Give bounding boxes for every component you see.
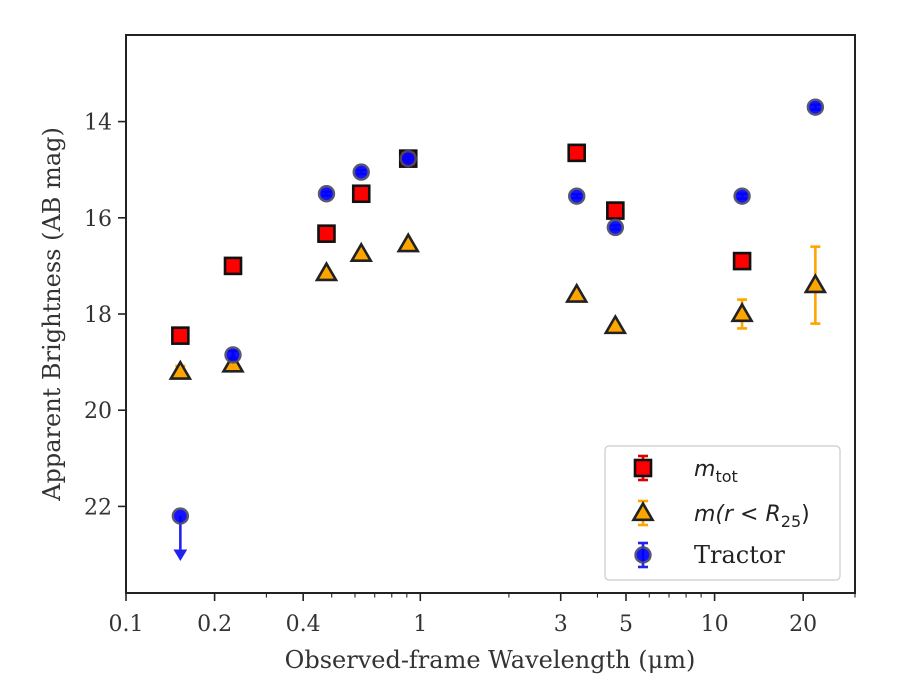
- axis-ticks: 0.1 0.2 0.4 1 3 5 10 20 14 16 18 20 22: [84, 111, 856, 637]
- data-point-tractor: [399, 149, 417, 168]
- data-point-mtot: [223, 256, 243, 276]
- data-point-tractor: [317, 185, 336, 203]
- data-point-mr25: [349, 241, 374, 263]
- upper-limit-arrow: [173, 549, 188, 562]
- data-point-mr25: [803, 273, 828, 294]
- y-tick-label: 16: [84, 207, 112, 232]
- data-point-tractor: [224, 346, 242, 364]
- y-tick-label: 14: [84, 111, 112, 136]
- legend-entry-mtot: mtot: [633, 454, 738, 486]
- y-tick-label: 20: [84, 399, 112, 424]
- series-tractor: [171, 98, 825, 562]
- legend-label: mtot: [694, 457, 738, 486]
- legend: mtot m(r < R25) Tractor: [604, 445, 841, 581]
- x-tick-label: 5: [619, 612, 633, 637]
- legend-entry-mr25: m(r < R25): [631, 499, 810, 531]
- data-point-mr25: [564, 282, 589, 303]
- data-point-mtot: [351, 184, 371, 204]
- x-tick-label: 0.1: [109, 612, 144, 637]
- legend-entry-tractor: Tractor: [634, 541, 785, 569]
- x-tick-label: 3: [554, 612, 568, 637]
- legend-label: Tractor: [694, 541, 785, 569]
- data-point-mr25: [168, 359, 193, 380]
- data-point-mtot: [606, 201, 625, 220]
- y-tick-label: 18: [84, 303, 112, 328]
- data-point-mtot: [567, 143, 587, 163]
- data-point-mr25: [396, 232, 420, 253]
- y-axis-label: Apparent Brightness (AB mag): [38, 127, 66, 502]
- data-point-mr25: [314, 261, 339, 282]
- data-point-tractor: [733, 187, 751, 205]
- y-tick-label: 22: [84, 495, 112, 520]
- x-tick-label: 0.2: [197, 612, 232, 637]
- legend-frame: [604, 445, 841, 581]
- data-point-mr25: [603, 313, 628, 335]
- data-point-mtot: [317, 224, 336, 243]
- plot-frame: [125, 34, 856, 594]
- data-point-tractor: [806, 98, 825, 116]
- legend-marker-mtot: [633, 458, 653, 478]
- x-tick-label: 20: [789, 612, 817, 637]
- x-tick-label: 1: [413, 612, 427, 637]
- plot-area: [168, 98, 828, 562]
- data-point-tractor: [568, 187, 586, 205]
- x-tick-label: 0.4: [286, 612, 321, 637]
- data-point-mtot: [171, 326, 190, 345]
- series-mtot: [171, 143, 752, 345]
- data-point-mr25: [730, 301, 754, 323]
- legend-label: m(r < R25): [694, 502, 810, 531]
- legend-marker-tractor: [634, 546, 652, 564]
- x-tick-label: 10: [701, 612, 729, 637]
- data-point-tractor: [352, 163, 370, 181]
- data-point-tractor: [606, 218, 625, 237]
- x-axis-label: Observed-frame Wavelength (μm): [285, 646, 696, 674]
- data-point-tractor: [171, 507, 190, 525]
- legend-marker-mr25: [631, 500, 655, 522]
- data-point-mtot: [732, 251, 752, 271]
